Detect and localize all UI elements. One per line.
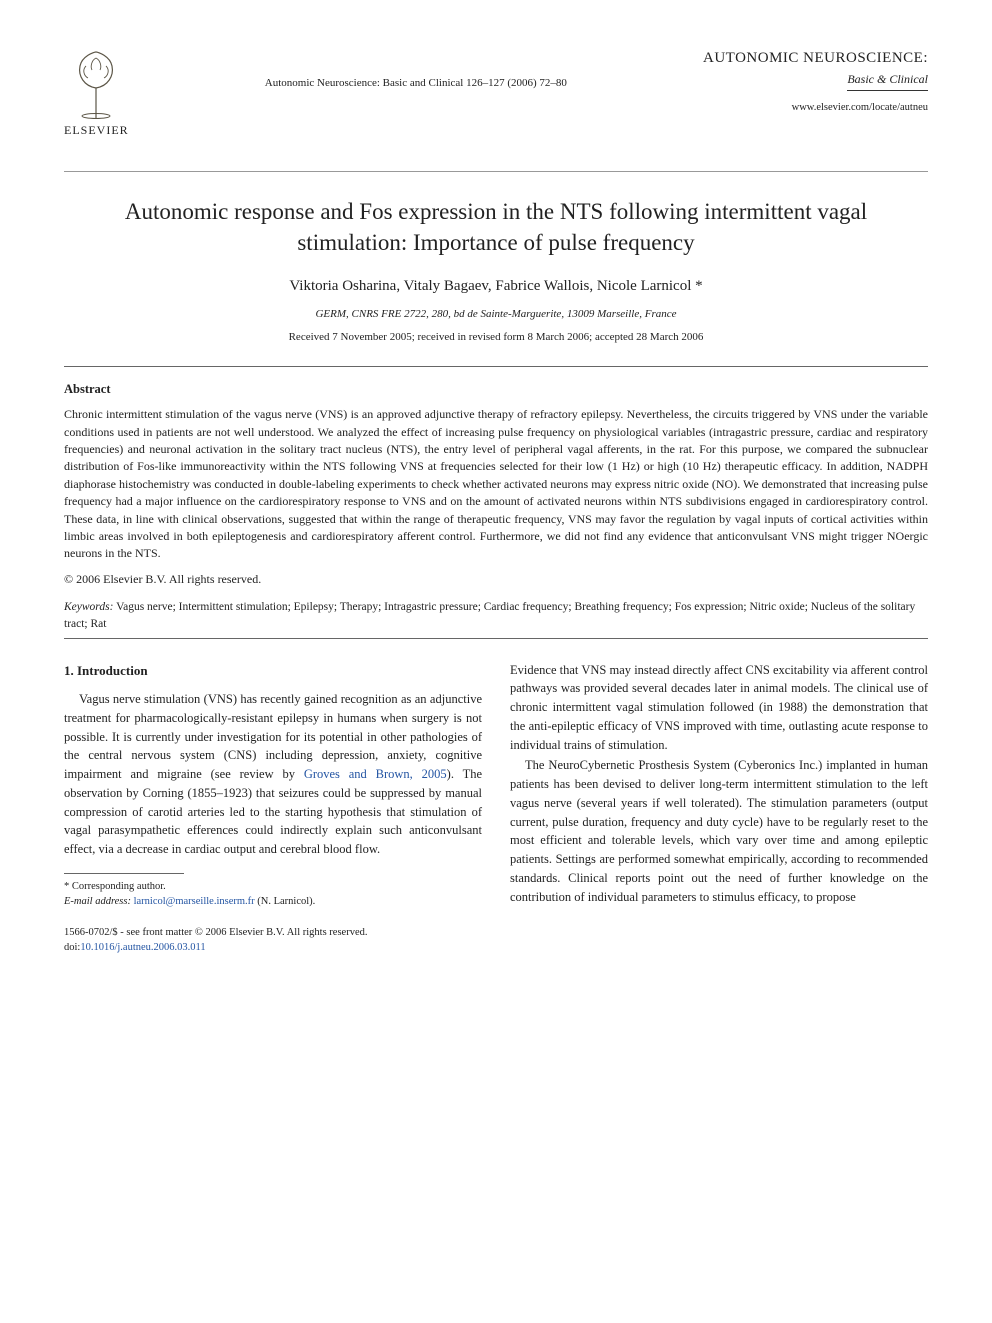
- abstract-text: Chronic intermittent stimulation of the …: [64, 406, 928, 563]
- abstract-copyright: © 2006 Elsevier B.V. All rights reserved…: [64, 571, 928, 588]
- abstract-rule-top: [64, 366, 928, 367]
- section-heading-intro: 1. Introduction: [64, 661, 482, 681]
- corresponding-author: * Corresponding author.: [64, 880, 482, 895]
- doi-line: doi:10.1016/j.autneu.2006.03.011: [64, 941, 482, 956]
- intro-p1: Vagus nerve stimulation (VNS) has recent…: [64, 690, 482, 859]
- abstract-body: Chronic intermittent stimulation of the …: [64, 407, 928, 560]
- email-tail: (N. Larnicol).: [255, 896, 316, 907]
- email-line: E-mail address: larnicol@marseille.inser…: [64, 895, 482, 910]
- doi-label: doi:: [64, 942, 80, 953]
- body-columns: 1. Introduction Vagus nerve stimulation …: [64, 661, 928, 956]
- authors: Viktoria Osharina, Vitaly Bagaev, Fabric…: [64, 276, 928, 297]
- doi-link[interactable]: 10.1016/j.autneu.2006.03.011: [80, 942, 205, 953]
- footnote-rule: [64, 873, 184, 874]
- journal-box: AUTONOMIC NEUROSCIENCE: Basic & Clinical…: [703, 48, 928, 115]
- article-history: Received 7 November 2005; received in re…: [64, 330, 928, 345]
- article-title: Autonomic response and Fos expression in…: [88, 196, 904, 258]
- page-header: ELSEVIER Autonomic Neuroscience: Basic a…: [64, 48, 928, 139]
- citation-link-groves[interactable]: Groves and Brown, 2005: [304, 767, 447, 781]
- column-left: 1. Introduction Vagus nerve stimulation …: [64, 661, 482, 956]
- header-rule: [64, 171, 928, 172]
- keywords-text: Vagus nerve; Intermittent stimulation; E…: [64, 601, 915, 629]
- keywords-label: Keywords:: [64, 601, 113, 613]
- column-right: Evidence that VNS may instead directly a…: [510, 661, 928, 956]
- journal-citation: Autonomic Neuroscience: Basic and Clinic…: [129, 48, 703, 91]
- keywords: Keywords: Vagus nerve; Intermittent stim…: [64, 599, 928, 631]
- elsevier-tree-icon: [64, 48, 128, 120]
- journal-url[interactable]: www.elsevier.com/locate/autneu: [703, 101, 928, 116]
- email-label: E-mail address:: [64, 896, 134, 907]
- intro-p2: Evidence that VNS may instead directly a…: [510, 661, 928, 755]
- email-link[interactable]: larnicol@marseille.inserm.fr: [134, 896, 255, 907]
- journal-subtitle: Basic & Clinical: [847, 71, 928, 91]
- front-matter: 1566-0702/$ - see front matter © 2006 El…: [64, 925, 482, 941]
- abstract-heading: Abstract: [64, 381, 928, 399]
- journal-title: AUTONOMIC NEUROSCIENCE:: [703, 48, 928, 69]
- intro-p3: The NeuroCybernetic Prosthesis System (C…: [510, 756, 928, 906]
- abstract-rule-bottom: [64, 638, 928, 639]
- publisher-name: ELSEVIER: [64, 122, 129, 139]
- publisher-logo-block: ELSEVIER: [64, 48, 129, 139]
- affiliation: GERM, CNRS FRE 2722, 280, bd de Sainte-M…: [64, 307, 928, 322]
